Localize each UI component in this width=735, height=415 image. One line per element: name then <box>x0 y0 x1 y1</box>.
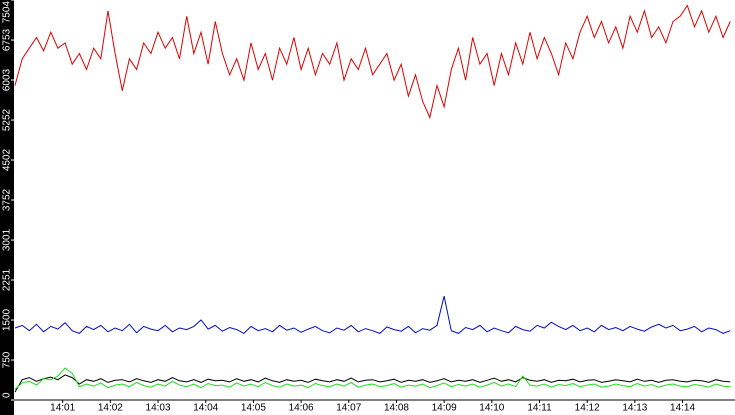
x-tick-label: 14:03 <box>146 403 171 414</box>
x-tick-label: 14:08 <box>384 403 409 414</box>
x-tick-label: 14:01 <box>50 403 75 414</box>
x-tick-label: 14:11 <box>527 403 552 414</box>
y-tick-label: 1500 <box>2 308 13 331</box>
x-tick-label: 14:10 <box>479 403 504 414</box>
x-tick-label: 14:12 <box>575 403 600 414</box>
series-line <box>14 4 731 120</box>
x-tick-label: 14:09 <box>432 403 457 414</box>
series-line <box>14 367 731 390</box>
y-tick-label: 0 <box>2 392 13 398</box>
y-tick-label: 5252 <box>2 108 13 131</box>
x-tick-label: 14:04 <box>193 403 218 414</box>
x-tick-label: 14:05 <box>241 403 266 414</box>
series-line <box>14 374 731 393</box>
x-tick-label: 14:14 <box>670 403 695 414</box>
y-tick-label: 6003 <box>2 68 13 91</box>
x-tick-label: 14:06 <box>289 403 314 414</box>
y-tick-label: 4502 <box>2 148 13 171</box>
y-axis-strip <box>0 0 14 415</box>
y-tick-label: 6753 <box>2 28 13 51</box>
y-tick-label: 2251 <box>2 268 13 291</box>
x-tick-label: 14:13 <box>622 403 647 414</box>
x-tick-label: 14:07 <box>336 403 361 414</box>
y-tick-label: 3752 <box>2 188 13 211</box>
x-tick-label: 14:02 <box>98 403 123 414</box>
y-tick-label: 3001 <box>2 228 13 251</box>
series-line <box>14 295 731 335</box>
y-tick-label: 750 <box>2 351 13 368</box>
y-tick-label: 7504 <box>2 1 13 24</box>
